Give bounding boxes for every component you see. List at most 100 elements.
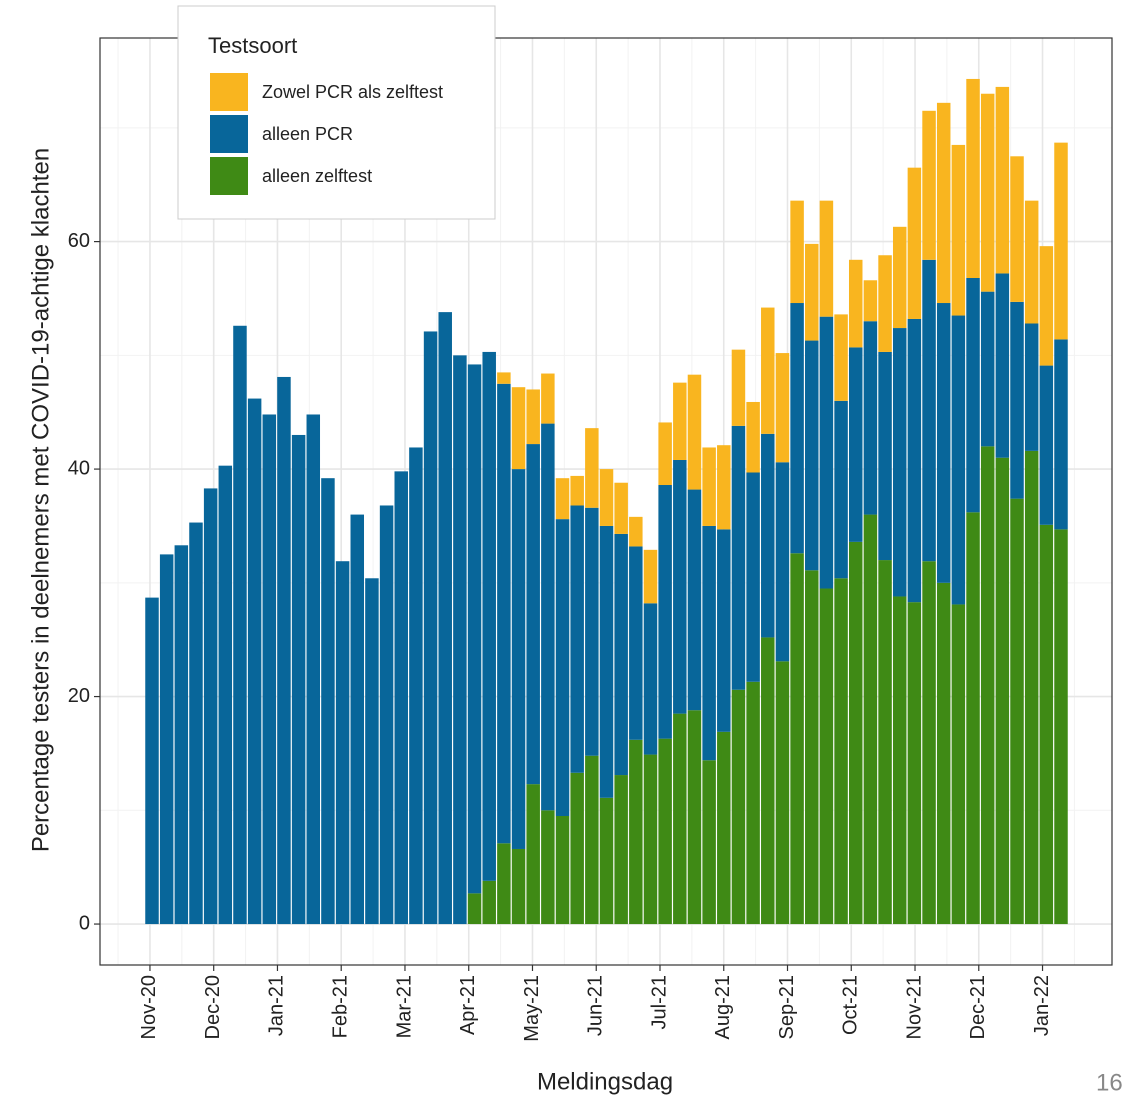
bar-segment (892, 328, 907, 597)
y-axis-title: Percentage testers in deelnemers met COV… (27, 148, 54, 852)
y-tick-label: 0 (79, 912, 90, 934)
bar-segment (892, 226, 907, 329)
bar-segment (1024, 323, 1039, 451)
bar-segment (761, 637, 775, 925)
bar-segment (467, 364, 482, 894)
x-tick-label: Feb-21 (329, 975, 351, 1038)
bar-segment (570, 505, 584, 773)
bar-segment (599, 469, 614, 526)
bar-segment (1054, 142, 1068, 340)
bar-segment (423, 331, 438, 925)
y-tick-label: 60 (68, 230, 90, 252)
bar-segment (614, 775, 628, 925)
x-axis-title: Meldingsdag (537, 1068, 673, 1095)
bar-segment (526, 784, 540, 925)
bar-segment (731, 349, 746, 426)
legend-key (210, 73, 248, 111)
bar-segment (907, 167, 922, 319)
bar-segment (878, 351, 892, 561)
bar-segment (790, 200, 804, 304)
x-tick-label: Apr-21 (457, 975, 479, 1035)
bar-segment (761, 433, 775, 638)
bar-segment (482, 351, 496, 881)
bar-segment (306, 414, 321, 925)
x-tick-label: Nov-20 (138, 975, 160, 1039)
bar-segment (848, 347, 863, 542)
bar-segment (936, 582, 951, 925)
bar-segment (555, 478, 570, 520)
bar-segment (1024, 200, 1039, 324)
bar-segment (878, 560, 892, 925)
bar-segment (614, 482, 628, 534)
bar-segment (145, 597, 159, 925)
bar-segment (159, 554, 174, 925)
bar-segment (511, 848, 526, 925)
axes: 0 20 40 60 Nov-20 Dec-20 Jan-21 Feb-21 Mar-21 Apr… (68, 230, 1053, 1042)
bar-segment (673, 382, 687, 460)
bar-segment (1039, 246, 1054, 366)
bar-segment (497, 843, 511, 925)
legend-label: Zowel PCR als zelftest (262, 82, 443, 102)
bar-segment (775, 661, 790, 925)
bar-segment (790, 553, 804, 925)
bar-segment (1024, 450, 1039, 925)
bar-segment (980, 93, 995, 292)
bar-segment (746, 401, 760, 473)
bar-segment (805, 243, 819, 341)
bar-segment (453, 355, 467, 925)
y-tick-label: 40 (68, 457, 90, 479)
bar-segment (658, 422, 672, 486)
bar-segment (834, 400, 848, 579)
bar-segment (1010, 301, 1024, 499)
bar-segment (1010, 498, 1024, 925)
bar-segment (277, 376, 291, 925)
bar-segment (878, 255, 892, 352)
bar-segment (702, 760, 716, 925)
bar-segment (819, 316, 834, 589)
bar-segment (643, 549, 658, 604)
bar-segment (951, 315, 966, 605)
x-tick-label: Mar-21 (393, 975, 415, 1038)
bar-segment (189, 522, 203, 925)
bar-segment (966, 512, 980, 925)
bar-segment (570, 772, 584, 925)
bar-segment (995, 457, 1010, 925)
bar-segment (394, 471, 408, 925)
bar-segment (541, 423, 555, 811)
bar-segment (497, 383, 511, 844)
bar-segment (951, 144, 966, 316)
bar-segment (658, 738, 672, 925)
x-tick-label: Jul-21 (648, 975, 670, 1029)
x-tick-label: Sep-21 (776, 975, 798, 1040)
bar-segment (1039, 365, 1054, 525)
bar-segment (526, 444, 540, 785)
bar-segment (438, 312, 452, 925)
bar-segment (1039, 524, 1054, 925)
bar-segment (687, 710, 702, 925)
legend-box (177, 5, 496, 220)
bar-segment (922, 561, 936, 925)
x-tick-label: Aug-21 (712, 975, 734, 1040)
bar-segment (291, 434, 306, 925)
bar-segment (174, 545, 189, 925)
bar-segment (658, 485, 672, 739)
bar-segment (629, 516, 643, 547)
bar-segment (834, 578, 848, 925)
x-tick-label: Dec-21 (967, 975, 989, 1039)
bar-segment (966, 277, 980, 513)
bar-segment (731, 689, 746, 925)
bar-segment (1010, 156, 1024, 302)
bar-segment (848, 259, 863, 348)
bar-segment (951, 604, 966, 925)
x-tick-label: Jun-21 (585, 975, 607, 1036)
x-tick-label: Jan-21 (266, 975, 288, 1036)
bar-segment (717, 529, 731, 732)
bar-segment (731, 425, 746, 690)
bar-segment (643, 754, 658, 925)
bar-segment (805, 570, 819, 925)
bar-segment (702, 447, 716, 526)
y-tick-label: 20 (68, 685, 90, 707)
bar-segment (673, 459, 687, 714)
bar-segment (541, 373, 555, 424)
